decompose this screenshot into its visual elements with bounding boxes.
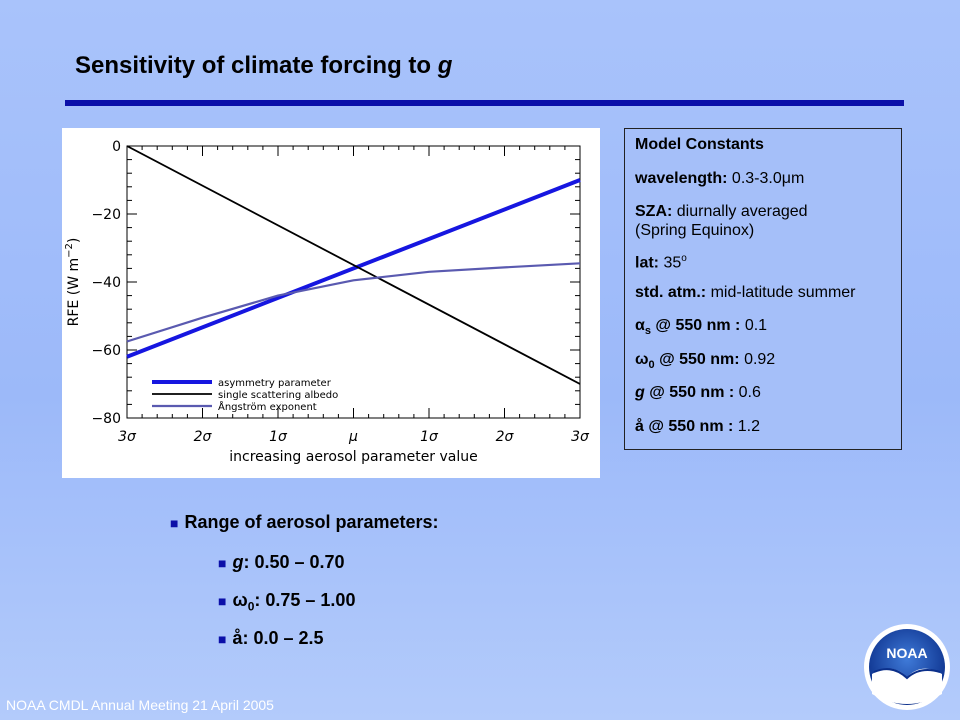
x-tick-label: 1σ — [420, 429, 439, 445]
chart-panel: 0 −20 −40 −60 −80 3σ 2σ 1σ μ 1σ 2σ 3σ increasing aer… — [62, 128, 600, 478]
x-tick-label: 2σ — [194, 429, 213, 445]
legend-label-2: single scattering albedo — [218, 390, 338, 401]
bullet-square-icon: ■ — [170, 515, 179, 531]
constant-g: g @ 550 nm : 0.6 — [635, 384, 761, 401]
range-heading: ■ Range of aerosol parameters: — [170, 512, 439, 532]
x-axis-label: increasing aerosol parameter value — [229, 449, 478, 465]
constant-omega: ω0 @ 550 nm: 0.92 — [635, 350, 776, 371]
constant-alpha: αs @ 550 nm : 0.1 — [635, 317, 768, 338]
footer-text: NOAA CMDL Annual Meeting 21 April 2005 — [6, 697, 274, 713]
constant-wavelength: wavelength: 0.3-3.0μm — [635, 169, 805, 187]
constants-heading: Model Constants — [635, 136, 764, 153]
legend-label-3: Ångström exponent — [218, 400, 317, 413]
y-tick-label: −80 — [91, 411, 121, 427]
x-tick-label: 3σ — [571, 429, 590, 445]
series-line-2 — [126, 145, 581, 385]
y-tick-label: 0 — [112, 139, 121, 155]
slide-title-text: Sensitivity of climate forcing to — [75, 52, 438, 79]
x-tick-label: 1σ — [269, 429, 288, 445]
y-tick-label: −20 — [91, 207, 121, 223]
noaa-logo-text: NOAA — [886, 645, 927, 661]
constant-std-atm: std. atm.: mid-latitude summer — [635, 283, 856, 301]
slide-title: Sensitivity of climate forcing to g — [75, 52, 452, 80]
slide-title-symbol: g — [437, 52, 453, 79]
constant-sza: SZA: diurnally averaged (Spring Equinox) — [635, 203, 808, 239]
y-tick-label: −60 — [91, 343, 121, 359]
x-tick-label: 2σ — [496, 429, 515, 445]
y-axis-label: RFE (W m−2) — [64, 238, 82, 327]
range-item-omega: ■ ω0: 0.75 – 1.00 — [218, 590, 356, 614]
series-line-3 — [126, 262, 581, 343]
noaa-seagull-logo-icon: NOAA — [864, 624, 950, 710]
constant-lat: lat: 35o — [635, 253, 687, 272]
rfe-line-chart: 0 −20 −40 −60 −80 3σ 2σ 1σ μ 1σ 2σ 3σ increasing aer… — [64, 139, 590, 465]
constant-angstrom: å @ 550 nm : 1.2 — [635, 417, 761, 435]
y-tick-label: −40 — [91, 275, 121, 291]
bullet-square-icon: ■ — [218, 631, 227, 647]
bullet-square-icon: ■ — [218, 555, 227, 571]
model-constants-box: Model Constants wavelength: 0.3-3.0μm SZ… — [624, 128, 902, 450]
series-line-1 — [126, 178, 581, 359]
title-rule — [65, 100, 904, 106]
range-list: ■ Range of aerosol parameters: ■ g: 0.50 –… — [170, 512, 439, 648]
legend-label-1: asymmetry parameter — [218, 378, 332, 389]
x-tick-label: μ — [348, 429, 358, 445]
x-tick-label: 3σ — [118, 429, 137, 445]
range-item-g: ■ g: 0.50 – 0.70 — [218, 552, 345, 572]
plot-frame — [126, 145, 581, 419]
bullet-square-icon: ■ — [218, 593, 227, 609]
range-item-angstrom: ■ å: 0.0 – 2.5 — [218, 628, 324, 648]
